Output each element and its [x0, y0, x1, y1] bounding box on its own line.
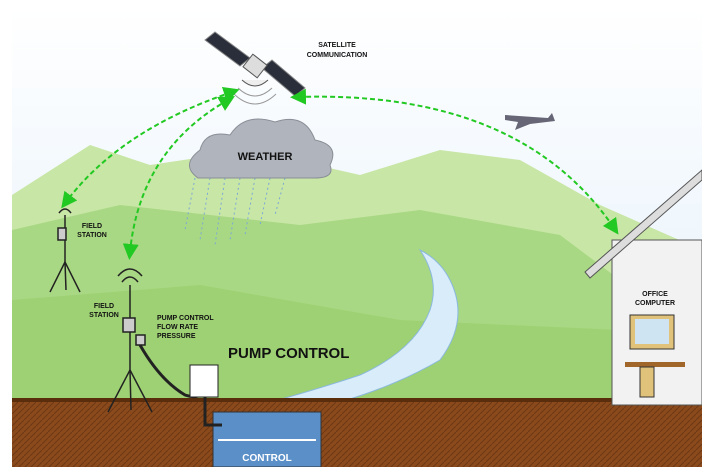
- link-arrows: [61, 86, 619, 260]
- control-label: CONTROL: [242, 453, 291, 464]
- roof: [584, 169, 702, 279]
- pump-box: [189, 364, 219, 398]
- field-station-label: FIELD: [94, 303, 114, 310]
- field-station-label: STATION: [89, 312, 119, 319]
- satellite-label: COMMUNICATION: [307, 52, 368, 59]
- sensor-label: FLOW RATE: [157, 324, 198, 331]
- pump-control-label: PUMP CONTROL: [228, 345, 349, 362]
- screen: [635, 319, 669, 344]
- satellite-label: SATELLITE: [318, 42, 356, 49]
- satellite: [204, 31, 306, 105]
- sensor-label: PUMP CONTROL: [157, 315, 214, 322]
- field-station: [49, 208, 81, 293]
- ground-edge: [12, 398, 702, 402]
- ground: [12, 398, 702, 467]
- field-station-label: STATION: [77, 232, 107, 239]
- computer-tower: [639, 366, 655, 398]
- sensor-label: PRESSURE: [157, 333, 196, 340]
- office-label: COMPUTER: [635, 300, 675, 307]
- field-station-label: FIELD: [82, 223, 102, 230]
- desk: [625, 362, 685, 367]
- weather-label: WEATHER: [238, 151, 293, 163]
- office-label: OFFICE: [642, 291, 668, 298]
- pump-pipe: [203, 397, 222, 427]
- meadow: [12, 285, 620, 400]
